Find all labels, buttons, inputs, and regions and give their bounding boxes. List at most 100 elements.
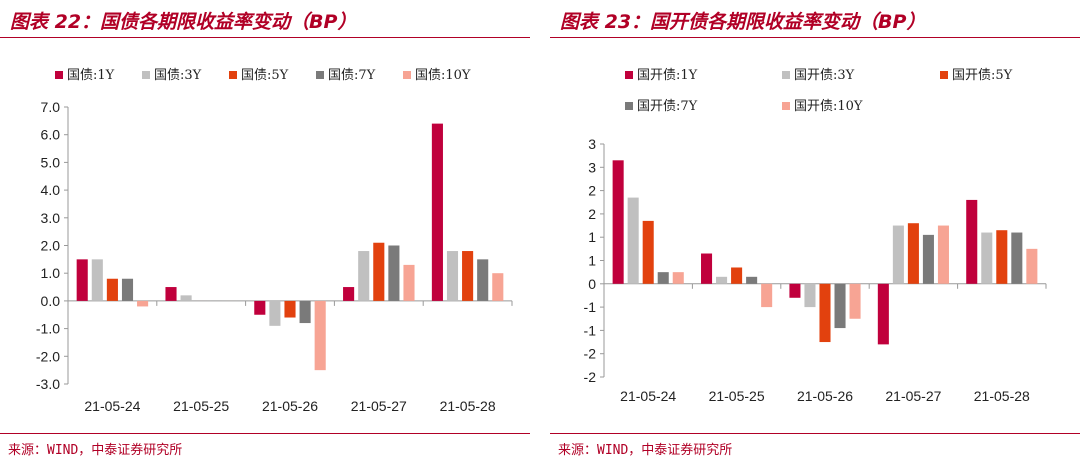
source-rule: [550, 433, 1080, 434]
y-tick-label: 2: [588, 183, 596, 199]
legend-swatch: [782, 102, 790, 110]
bar: [716, 276, 728, 284]
bar: [877, 283, 889, 345]
bar: [642, 220, 654, 284]
y-tick-label: -2: [584, 346, 597, 362]
bar: [373, 242, 385, 301]
chart-title: 图表 23：国开债各期限收益率变动（BP）: [560, 11, 926, 33]
chart-source: 来源：WIND，中泰证券研究所: [558, 443, 733, 458]
chart-cdb-yield-change: 国开债:1Y 国开债:3Y 国开债:5Y 国开债:7Y 国开债:10Y 3 3 2 2 1 1 0 -1…: [584, 68, 1047, 404]
bar: [180, 295, 192, 301]
bar: [121, 278, 134, 301]
y-tick-label: -2: [584, 369, 597, 385]
y-tick-label: 2.0: [41, 238, 61, 254]
y-tick-label: 5.0: [41, 154, 61, 170]
bar: [627, 197, 639, 284]
legend-swatch: [229, 71, 237, 79]
y-tick-label: 7.0: [41, 99, 61, 115]
bar: [492, 273, 504, 301]
bar: [907, 223, 919, 284]
x-tick-label: 21-05-24: [84, 398, 140, 414]
y-tick-label: -2.0: [36, 348, 60, 364]
bar: [358, 251, 370, 301]
bar: [922, 234, 934, 284]
bar: [819, 283, 831, 343]
bar: [446, 251, 459, 301]
y-tick-label: 3: [588, 136, 596, 152]
x-tick-label: 21-05-24: [620, 388, 676, 404]
bar: [672, 272, 684, 284]
bar: [731, 267, 743, 284]
y-tick-label: 1: [588, 229, 596, 245]
y-tick-label: 0.0: [41, 293, 61, 309]
legend-swatch: [782, 71, 790, 79]
chart-panel-cdb: 图表 23：国开债各期限收益率变动（BP） 国开债:1Y 国开债:3Y 国开债:5Y…: [550, 0, 1080, 462]
source-rule: [0, 433, 530, 434]
legend-swatch: [940, 71, 948, 79]
legend-label: 国开债:3Y: [794, 68, 855, 83]
bar: [165, 287, 177, 301]
bar: [137, 300, 149, 307]
x-tick-label: 21-05-28: [440, 398, 496, 414]
y-tick-label: -1: [584, 299, 597, 315]
bar: [996, 230, 1008, 284]
y-tick-label: 0: [588, 276, 596, 292]
legend-swatch: [403, 71, 411, 79]
x-tick-label: 21-05-25: [173, 398, 229, 414]
legend-label: 国债:10Y: [415, 68, 471, 83]
legend-label: 国开债:5Y: [952, 68, 1013, 83]
y-tick-label: 4.0: [41, 182, 61, 198]
y-tick-label: 6.0: [41, 127, 61, 143]
chart-source: 来源：WIND，中泰证券研究所: [8, 443, 183, 458]
bar: [849, 283, 861, 319]
y-tick-label: -1.0: [36, 321, 60, 337]
bar: [403, 264, 415, 301]
bar: [477, 259, 489, 301]
bar: [746, 276, 758, 284]
chart-panel-treasury: 图表 22：国债各期限收益率变动（BP） 国债:1Y 国债:3Y 国债:5Y 国债:7…: [0, 0, 530, 462]
bar: [834, 283, 846, 329]
bar: [789, 283, 801, 298]
legend-swatch: [625, 102, 633, 110]
bar: [701, 253, 713, 284]
bar: [892, 225, 904, 284]
bar: [91, 259, 103, 301]
legend-swatch: [142, 71, 150, 79]
bar: [981, 232, 993, 284]
x-tick-label: 21-05-27: [351, 398, 407, 414]
bar: [254, 300, 266, 315]
bar: [1026, 248, 1038, 284]
bar: [76, 259, 88, 301]
bar: [657, 272, 669, 284]
legend-label: 国债:5Y: [241, 68, 289, 83]
bar: [937, 225, 949, 284]
bar: [462, 251, 474, 301]
y-tick-label: 3: [588, 159, 596, 175]
y-tick-label: -3.0: [36, 376, 60, 392]
bar: [966, 199, 978, 284]
x-tick-label: 21-05-28: [974, 388, 1030, 404]
bar: [388, 245, 400, 301]
title-rule: [0, 37, 530, 38]
y-tick-label: 3.0: [41, 210, 61, 226]
chart-title: 图表 22：国债各期限收益率变动（BP）: [10, 11, 357, 33]
bar: [314, 300, 326, 371]
bar: [612, 160, 624, 284]
bar: [269, 300, 281, 326]
bar: [299, 300, 311, 324]
bar: [804, 283, 816, 308]
x-tick-label: 21-05-25: [709, 388, 765, 404]
y-tick-label: 1: [588, 253, 596, 269]
x-tick-label: 21-05-26: [262, 398, 318, 414]
x-tick-label: 21-05-27: [885, 388, 941, 404]
x-tick-label: 21-05-26: [797, 388, 853, 404]
bar: [106, 278, 118, 301]
y-tick-label: 2: [588, 206, 596, 222]
bar: [761, 283, 773, 308]
legend-swatch: [316, 71, 324, 79]
legend-label: 国债:7Y: [328, 68, 376, 83]
bar: [343, 287, 355, 301]
title-rule: [550, 37, 1080, 38]
y-tick-label: -1: [584, 322, 597, 338]
chart-treasury-yield-change: 国债:1Y 国债:3Y 国债:5Y 国债:7Y 国债:10Y 7.0 6.0 5.0 4.0 3.…: [36, 68, 513, 414]
